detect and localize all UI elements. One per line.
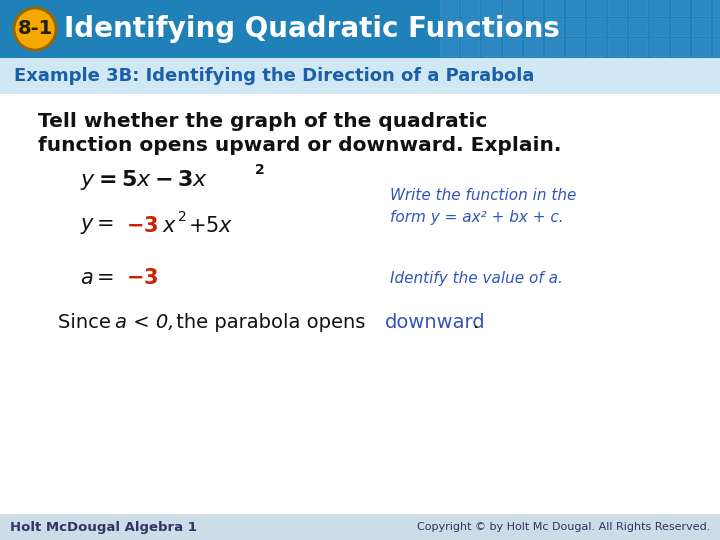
FancyBboxPatch shape bbox=[503, 0, 521, 16]
Text: Since: Since bbox=[58, 313, 117, 332]
Text: Copyright © by Holt Mc Dougal. All Rights Reserved.: Copyright © by Holt Mc Dougal. All Right… bbox=[417, 522, 710, 532]
FancyBboxPatch shape bbox=[587, 18, 605, 36]
FancyBboxPatch shape bbox=[713, 18, 720, 36]
Text: Identify the value of a.: Identify the value of a. bbox=[390, 271, 563, 286]
Text: Write the function in the: Write the function in the bbox=[390, 188, 577, 203]
Text: Tell whether the graph of the quadratic: Tell whether the graph of the quadratic bbox=[38, 112, 487, 131]
FancyBboxPatch shape bbox=[524, 18, 542, 36]
Text: form y = ax² + bx + c.: form y = ax² + bx + c. bbox=[390, 210, 564, 225]
Text: .: . bbox=[473, 313, 480, 332]
FancyBboxPatch shape bbox=[671, 0, 689, 16]
FancyBboxPatch shape bbox=[587, 38, 605, 56]
FancyBboxPatch shape bbox=[566, 0, 584, 16]
Text: 8-1: 8-1 bbox=[17, 19, 53, 38]
Text: $\mathbf{-3}$: $\mathbf{-3}$ bbox=[126, 268, 158, 288]
Text: $\mathbf{2}$: $\mathbf{2}$ bbox=[254, 163, 264, 177]
FancyBboxPatch shape bbox=[671, 38, 689, 56]
FancyBboxPatch shape bbox=[0, 514, 720, 540]
Text: Holt McDougal Algebra 1: Holt McDougal Algebra 1 bbox=[10, 521, 197, 534]
FancyBboxPatch shape bbox=[566, 38, 584, 56]
FancyBboxPatch shape bbox=[461, 18, 479, 36]
FancyBboxPatch shape bbox=[440, 0, 458, 16]
Text: a < 0,: a < 0, bbox=[115, 313, 174, 332]
FancyBboxPatch shape bbox=[524, 38, 542, 56]
FancyBboxPatch shape bbox=[608, 38, 626, 56]
FancyBboxPatch shape bbox=[503, 18, 521, 36]
FancyBboxPatch shape bbox=[608, 18, 626, 36]
FancyBboxPatch shape bbox=[629, 18, 647, 36]
FancyBboxPatch shape bbox=[629, 38, 647, 56]
FancyBboxPatch shape bbox=[650, 0, 668, 16]
FancyBboxPatch shape bbox=[566, 18, 584, 36]
FancyBboxPatch shape bbox=[0, 0, 720, 58]
FancyBboxPatch shape bbox=[482, 0, 500, 16]
FancyBboxPatch shape bbox=[461, 38, 479, 56]
Text: $\mathbf{\mathit{y}}$$\mathbf{ = 5\mathit{x} - 3\mathit{x}}$: $\mathbf{\mathit{y}}$$\mathbf{ = 5\mathi… bbox=[80, 168, 208, 192]
FancyBboxPatch shape bbox=[545, 38, 563, 56]
FancyBboxPatch shape bbox=[713, 38, 720, 56]
FancyBboxPatch shape bbox=[0, 58, 720, 94]
FancyBboxPatch shape bbox=[608, 0, 626, 16]
Text: the parabola opens: the parabola opens bbox=[170, 313, 372, 332]
Text: downward: downward bbox=[385, 313, 485, 332]
Text: $\mathit{a}$$ = $: $\mathit{a}$$ = $ bbox=[80, 268, 114, 288]
FancyBboxPatch shape bbox=[587, 0, 605, 16]
FancyBboxPatch shape bbox=[650, 38, 668, 56]
FancyBboxPatch shape bbox=[713, 0, 720, 16]
FancyBboxPatch shape bbox=[482, 18, 500, 36]
FancyBboxPatch shape bbox=[692, 38, 710, 56]
Text: $\mathit{y}$$ = $: $\mathit{y}$$ = $ bbox=[80, 216, 114, 236]
FancyBboxPatch shape bbox=[545, 0, 563, 16]
Text: Example 3B: Identifying the Direction of a Parabola: Example 3B: Identifying the Direction of… bbox=[14, 67, 534, 85]
FancyBboxPatch shape bbox=[524, 0, 542, 16]
FancyBboxPatch shape bbox=[671, 18, 689, 36]
Text: function opens upward or downward. Explain.: function opens upward or downward. Expla… bbox=[38, 136, 562, 155]
FancyBboxPatch shape bbox=[482, 38, 500, 56]
FancyBboxPatch shape bbox=[545, 18, 563, 36]
Text: $\mathbf{-3}$: $\mathbf{-3}$ bbox=[126, 216, 158, 236]
FancyBboxPatch shape bbox=[629, 0, 647, 16]
FancyBboxPatch shape bbox=[692, 0, 710, 16]
FancyBboxPatch shape bbox=[692, 18, 710, 36]
FancyBboxPatch shape bbox=[440, 38, 458, 56]
Text: Identifying Quadratic Functions: Identifying Quadratic Functions bbox=[64, 15, 560, 43]
Text: $\mathit{x}$: $\mathit{x}$ bbox=[162, 216, 177, 236]
FancyBboxPatch shape bbox=[650, 18, 668, 36]
FancyBboxPatch shape bbox=[503, 38, 521, 56]
FancyBboxPatch shape bbox=[440, 18, 458, 36]
Text: $2$: $2$ bbox=[177, 210, 186, 224]
Circle shape bbox=[14, 8, 56, 50]
FancyBboxPatch shape bbox=[461, 0, 479, 16]
Text: $ + 5\mathit{x}$: $ + 5\mathit{x}$ bbox=[188, 216, 233, 236]
